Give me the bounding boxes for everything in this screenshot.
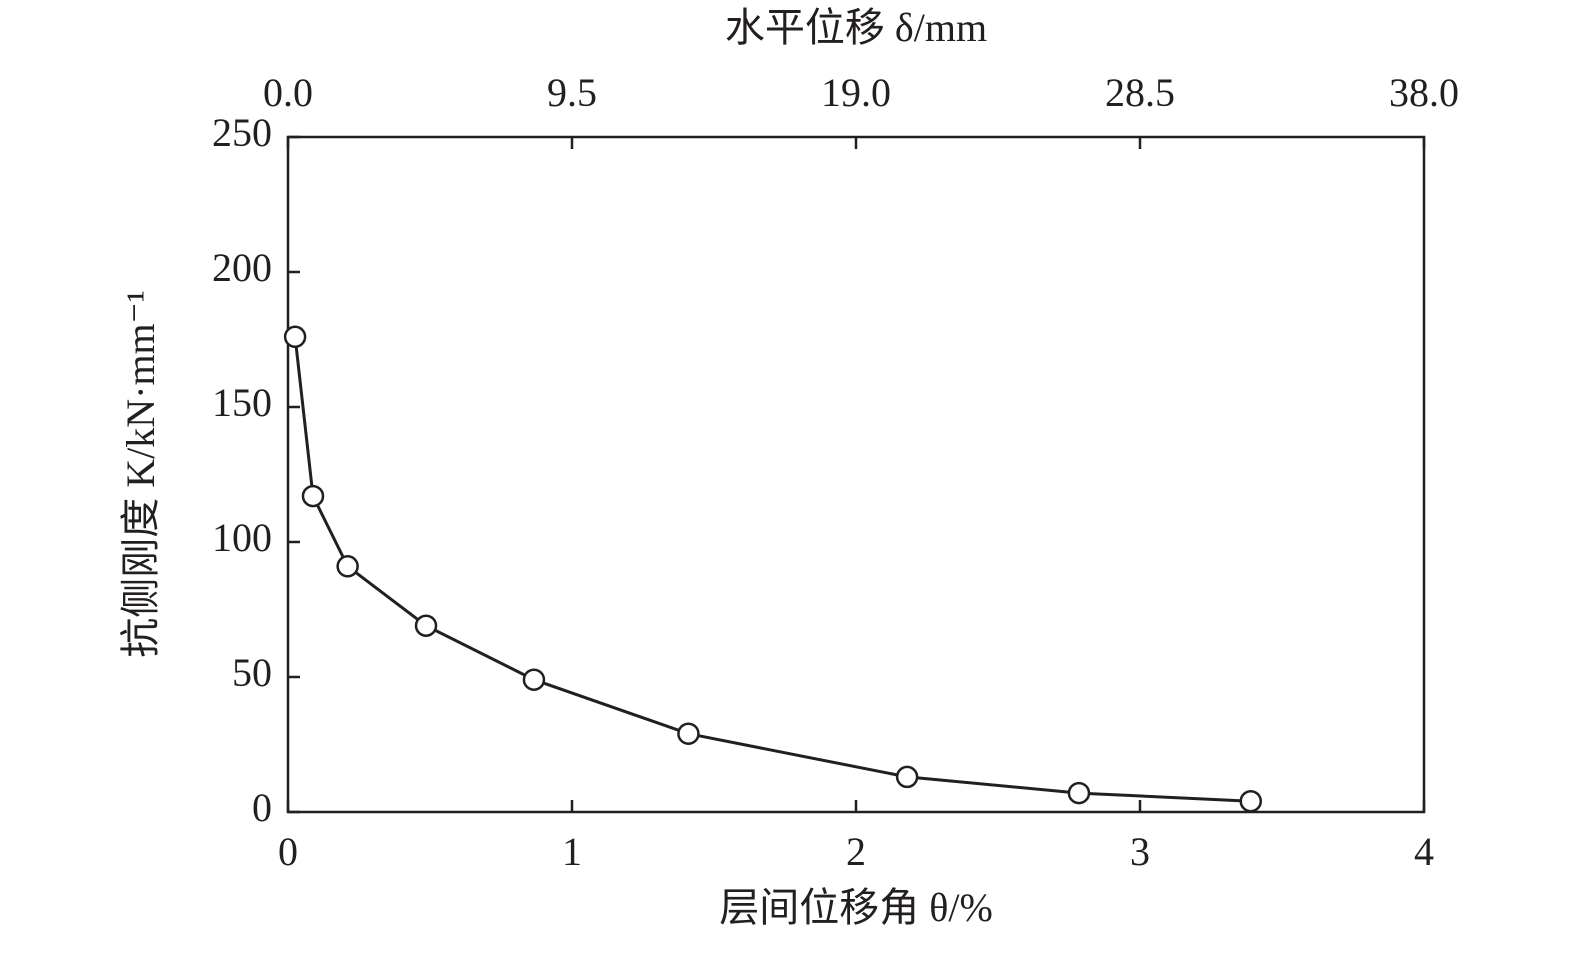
y-tick-label: 0 xyxy=(252,785,272,830)
marker xyxy=(677,722,700,745)
y-tick-label: 100 xyxy=(212,515,272,560)
plot-frame xyxy=(286,135,1426,814)
x-tick-label: 3 xyxy=(1130,829,1150,874)
y-tick-label: 50 xyxy=(232,650,272,695)
marker xyxy=(895,765,919,789)
x-tick-label: 0 xyxy=(278,829,298,874)
y-axis-label: 抗侧刚度 K/kN·mm⁻¹ xyxy=(118,290,163,658)
x2-tick-label: 38.0 xyxy=(1389,70,1459,115)
marker xyxy=(301,484,325,508)
x2-tick-label: 19.0 xyxy=(821,70,891,115)
marker xyxy=(1239,789,1263,813)
x-axis-label: 层间位移角 θ/% xyxy=(719,885,993,930)
marker xyxy=(1067,781,1091,805)
x2-tick-label: 9.5 xyxy=(547,70,597,115)
marker xyxy=(522,668,546,691)
line xyxy=(293,336,1251,803)
y-tick-label: 200 xyxy=(212,245,272,290)
x-tick-label: 1 xyxy=(562,829,582,874)
x-tick-label: 2 xyxy=(846,829,866,874)
y-tick-label: 150 xyxy=(212,380,272,425)
marker xyxy=(283,325,307,349)
x2-axis-label: 水平位移 δ/mm xyxy=(725,5,987,50)
marker xyxy=(336,555,359,578)
marker xyxy=(414,614,438,637)
x2-tick-label: 28.5 xyxy=(1105,70,1175,115)
y-tick-label: 250 xyxy=(212,110,272,155)
x2-tick-label: 0.0 xyxy=(263,70,313,115)
x-tick-label: 4 xyxy=(1414,829,1434,874)
